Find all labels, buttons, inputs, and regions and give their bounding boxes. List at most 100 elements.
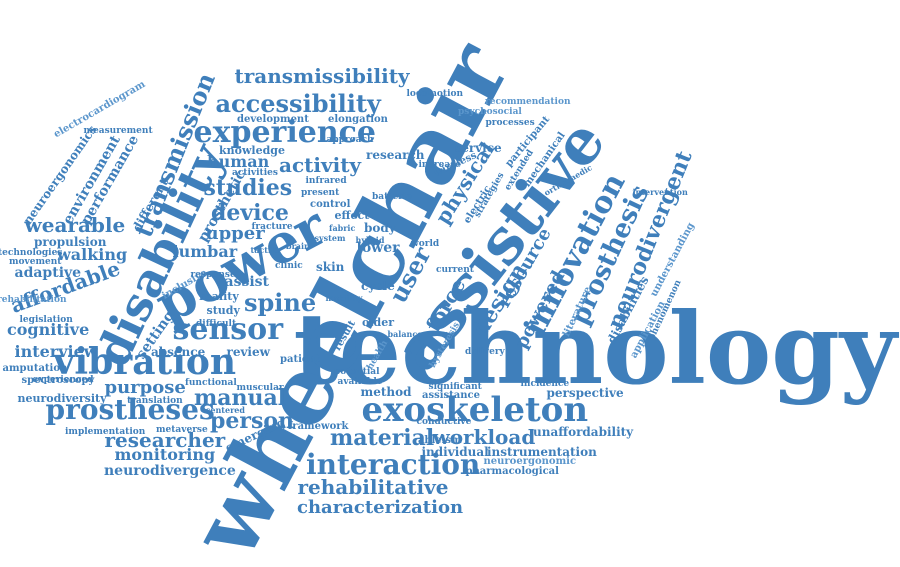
word-monitoring: monitoring — [114, 445, 216, 464]
word-absence: absence — [151, 345, 206, 359]
word-sensor: sensor — [172, 312, 284, 347]
word-locomotion: locomotion — [406, 88, 464, 99]
word-movement: movement — [9, 256, 62, 267]
word-method: method — [360, 385, 412, 399]
word-assist: assist — [224, 274, 270, 290]
word-wearable: wearable — [24, 213, 126, 237]
word-technology: technology — [293, 292, 897, 407]
word-available: available — [337, 376, 383, 387]
word-significant: significant — [428, 381, 482, 392]
word-exoskeleton: exoskeleton — [361, 390, 589, 430]
word-current: current — [436, 264, 474, 275]
word-spectroscopy: spectroscopy — [21, 375, 95, 386]
word-study: study — [206, 303, 240, 317]
word-brain: brain — [286, 241, 310, 251]
word-rehabilitation: rehabilitation — [0, 294, 67, 305]
word-metaverse: metaverse — [156, 424, 208, 435]
word-response: response — [190, 269, 236, 280]
word-measurement: measurement — [83, 125, 153, 136]
word-workload: workload — [432, 425, 536, 449]
word-accessibility: accessibility — [215, 89, 381, 118]
word-incidence: incidence — [520, 378, 570, 389]
word-patient: patient — [280, 354, 321, 365]
word-review: review — [226, 345, 270, 359]
word-batterie: batterie — [372, 191, 413, 202]
word-cycle: cycle — [361, 279, 395, 293]
word-psychosocial: psychosocial — [458, 106, 522, 117]
word-manual: manual — [194, 385, 287, 411]
word-tactile: tactile — [250, 245, 280, 255]
word-vibration: vibration — [53, 341, 237, 383]
word-present: present — [301, 187, 340, 198]
word-individual: individual — [421, 445, 489, 459]
word-world: world — [411, 238, 440, 249]
word-interview: interview — [14, 342, 98, 361]
word-purpose: purpose — [104, 377, 186, 398]
word-walking: walking — [57, 245, 128, 264]
word-studies: studies — [203, 175, 293, 201]
word-prostheses: prostheses — [45, 393, 215, 426]
word-legislation: legislation — [19, 314, 73, 325]
word-lumbar: lumbar — [172, 242, 238, 261]
word-translation: translation — [127, 395, 183, 406]
word-recommendation: recommendation — [485, 96, 571, 107]
word-ableism: ableism — [418, 435, 462, 446]
word-propulsion: propulsion — [34, 235, 107, 249]
word-intervention: intervention — [632, 187, 688, 197]
word-reality: reality — [199, 289, 239, 303]
word-activities: activities — [232, 167, 278, 178]
word-rehabilitative: rehabilitative — [297, 475, 449, 499]
word-material: material — [330, 425, 435, 451]
word-activity: activity — [279, 153, 362, 177]
word-implementation: implementation — [65, 426, 146, 437]
word-development: development — [237, 114, 309, 125]
word-control: control — [310, 199, 351, 210]
word-lower: lower — [356, 240, 400, 256]
word-hybrid: hybrid — [355, 235, 385, 245]
word-framework: framework — [288, 421, 349, 432]
word-potential: potential — [334, 366, 380, 377]
word-device: device — [211, 200, 289, 226]
word-experience: experience — [193, 115, 377, 150]
word-infrared: infrared — [305, 175, 347, 186]
word-skin: skin — [316, 260, 345, 274]
word-assistance: assistance — [422, 390, 480, 401]
word-unaffordability: unaffordability — [533, 425, 634, 439]
word-neuroergonomic: neuroergonomic — [483, 456, 577, 467]
word-mobility: mobility — [325, 293, 363, 303]
word-pharmacological: pharmacological — [465, 466, 559, 477]
word-approach: approach — [326, 134, 374, 145]
word-service: service — [454, 141, 502, 155]
word-characterization: characterization — [297, 497, 464, 518]
word-amputation: amputation — [2, 363, 68, 374]
word-balance: balance — [387, 329, 423, 339]
word-human: human — [207, 152, 270, 171]
word-knowledge: knowledge — [219, 143, 285, 157]
word-researcher: researcher — [104, 428, 226, 452]
word-older: older — [362, 315, 395, 329]
word-elongation: elongation — [328, 114, 388, 125]
word-clinic: clinic — [275, 260, 303, 271]
word-upper: upper — [205, 223, 265, 244]
word-difficult: difficult — [196, 318, 237, 329]
word-spine: spine — [244, 288, 317, 317]
word-functional: functional — [185, 377, 237, 388]
word-effect: effect — [334, 208, 370, 222]
word-person: person — [210, 408, 295, 434]
word-experienced: experienced — [32, 374, 94, 385]
word-transmissibility: transmissibility — [234, 64, 410, 88]
word-conductive: conductive — [416, 416, 472, 427]
word-instrumentation: instrumentation — [487, 445, 597, 459]
word-technologies: technologies — [0, 247, 63, 258]
word-fabric: fabric — [329, 223, 356, 233]
word-processes: processes — [485, 117, 535, 128]
word-neurodiversity: neurodiversity — [17, 391, 107, 405]
word-muscular: muscular — [236, 382, 284, 393]
word-centered: centered — [205, 405, 245, 415]
word-perspective: perspective — [546, 386, 624, 400]
word-delivery: delivery — [465, 346, 505, 357]
word-cognitive: cognitive — [7, 320, 90, 339]
word-research: research — [366, 148, 425, 162]
word-interaction: interaction — [306, 448, 481, 481]
